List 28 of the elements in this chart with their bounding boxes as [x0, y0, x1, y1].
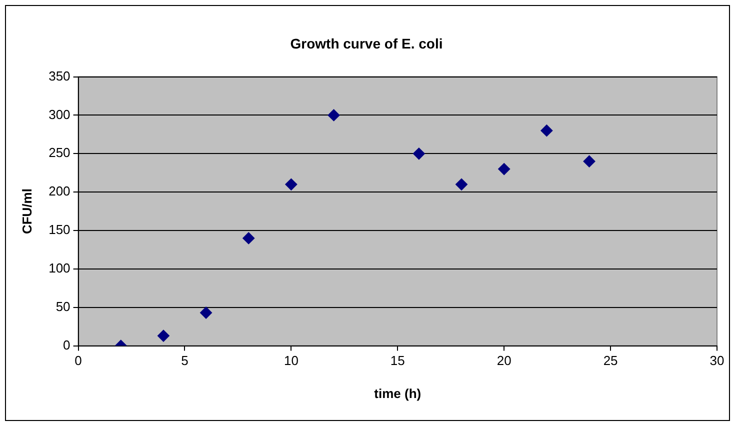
point — [328, 109, 340, 122]
x-tick-label: 15 — [390, 353, 405, 368]
chart-title: Growth curve of E. coli — [290, 35, 443, 52]
point — [285, 178, 298, 190]
y-axis-title: CFU/ml — [19, 188, 34, 234]
x-tick-label: 10 — [284, 353, 298, 368]
y-tick-label: 300 — [48, 106, 70, 122]
y-tick-label: 150 — [48, 222, 70, 238]
point — [242, 232, 255, 244]
point — [157, 330, 170, 342]
point — [498, 163, 510, 176]
y-tick-label: 350 — [48, 68, 70, 84]
point — [540, 124, 553, 137]
point — [456, 178, 468, 190]
x-axis-title: time (h) — [374, 386, 422, 401]
x-tick-label: 25 — [603, 353, 618, 368]
point — [583, 155, 596, 168]
x-tick-label: 20 — [496, 353, 512, 368]
y-tick-label: 100 — [48, 260, 70, 276]
x-tick-label: 30 — [710, 353, 724, 368]
point — [200, 306, 212, 319]
y-tick-label: 250 — [48, 145, 70, 160]
y-tick-label: 50 — [56, 298, 70, 314]
y-tick-label: 200 — [48, 184, 70, 199]
x-tick-label: 5 — [181, 353, 188, 368]
x-tick-label: 0 — [74, 353, 82, 368]
y-tick-label: 0 — [63, 337, 70, 352]
point — [412, 148, 425, 160]
